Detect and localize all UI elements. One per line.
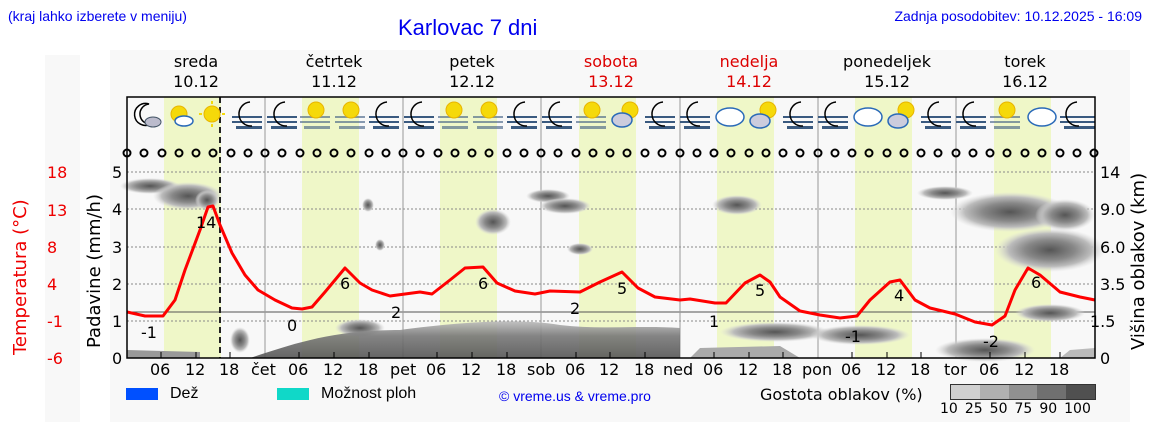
svg-text:-2: -2 [983, 332, 999, 351]
precip-tick: 5 [112, 163, 123, 182]
svg-text:6: 6 [478, 274, 488, 293]
cloud-height-tick: 3.5 [1100, 275, 1126, 294]
copyright-link[interactable]: © vreme.us & vreme.pro [499, 388, 651, 404]
legend-rain: Dež [126, 385, 198, 403]
svg-text:2: 2 [391, 303, 401, 322]
temp-axis-label: Temperatura (°C) [10, 199, 31, 355]
x-tick: tor [944, 360, 967, 379]
moon-cloud-icon [133, 102, 162, 128]
x-tick: 06 [150, 360, 171, 379]
cloud-height-tick: 0 [1100, 349, 1111, 368]
temp-labels: -1 14 0 6 2 6 2 5 1 5 -1 4 -2 6 [141, 213, 1041, 351]
region-hint: (kraj lahko izberete v meniju) [8, 8, 187, 24]
svg-text:2: 2 [570, 299, 580, 318]
cloud-height-tick: 9.0 [1100, 200, 1126, 219]
svg-text:6: 6 [1031, 273, 1041, 292]
rain-swatch [126, 388, 158, 400]
x-tick: 12 [461, 360, 482, 379]
x-tick: 18 [772, 360, 793, 379]
grid-lines [127, 171, 1095, 322]
plot-frame [126, 96, 1096, 359]
x-tick-marks [160, 352, 1061, 358]
day-header: torek 16.12 [1002, 52, 1048, 91]
sun-icon [199, 101, 225, 127]
svg-text:14: 14 [196, 213, 216, 232]
x-tick: 12 [1014, 360, 1035, 379]
x-tick: 18 [358, 360, 379, 379]
temp-tick: 13 [47, 201, 68, 220]
cloud-height-tick: 6.0 [1100, 238, 1126, 257]
precip-axis-label: Padavine (mm/h) [84, 194, 105, 348]
day-header: petek 12.12 [449, 52, 495, 91]
day-header: četrtek 11.12 [305, 52, 363, 91]
svg-text:-1: -1 [845, 327, 861, 346]
showers-swatch [277, 388, 309, 400]
temp-tick: 18 [47, 163, 68, 182]
temp-tick: -1 [47, 312, 63, 331]
precip-tick: 1 [112, 312, 123, 331]
temp-axis-panel [45, 55, 80, 422]
x-tick: 12 [185, 360, 206, 379]
x-tick: 12 [599, 360, 620, 379]
cloud-height-tick: 14 [1100, 163, 1121, 182]
cloud-density-ticks: 10 25 50 75 90 100 [940, 401, 1091, 417]
moon-fog-icon [238, 101, 1080, 127]
svg-text:5: 5 [617, 279, 627, 298]
weather-icon-row [133, 101, 1095, 129]
daylight-bands [164, 97, 1051, 358]
day-header: ponedeljek 15.12 [843, 52, 931, 91]
temp-tick: -6 [47, 349, 63, 368]
svg-text:6: 6 [340, 274, 350, 293]
day-header: nedelja 14.12 [719, 52, 779, 91]
cloud-height-axis-label: Višina oblakov (km) [1128, 172, 1149, 350]
x-tick: pon [802, 360, 833, 379]
x-tick: 18 [634, 360, 655, 379]
day-header: sobota 13.12 [583, 52, 639, 91]
x-tick: 06 [979, 360, 1000, 379]
temp-tick: 4 [47, 275, 58, 294]
precip-tick: 2 [112, 275, 123, 294]
x-tick: 12 [323, 360, 344, 379]
forecast-step-markers [122, 148, 1099, 158]
legend-showers: Možnost ploh [277, 385, 416, 403]
day-header: sreda 10.12 [173, 52, 219, 91]
precip-tick: 3 [112, 238, 123, 257]
x-tick: pet [390, 360, 417, 379]
x-tick: sob [527, 360, 556, 379]
x-tick: ned [663, 360, 694, 379]
precip-tick: 0 [112, 349, 123, 368]
last-update: Zadnja posodobitev: 10.12.2025 - 16:09 [894, 8, 1142, 24]
x-tick: 18 [219, 360, 240, 379]
x-tick: 18 [496, 360, 517, 379]
x-tick: 06 [426, 360, 447, 379]
cloud-density-layer [120, 178, 1105, 362]
sun-cloud-icon [170, 105, 194, 127]
temp-tick: 8 [47, 238, 58, 257]
x-tick: 06 [288, 360, 309, 379]
x-tick: 06 [703, 360, 724, 379]
precip-tick: 4 [112, 200, 123, 219]
svg-text:0: 0 [287, 316, 297, 335]
cloud-density-scale [950, 384, 1096, 400]
svg-text:4: 4 [894, 286, 904, 305]
x-tick: 18 [1049, 360, 1070, 379]
cloud-height-tick: 1.5 [1090, 312, 1116, 331]
x-tick: 12 [876, 360, 897, 379]
x-tick: čet [251, 360, 276, 379]
page-title: Karlovac 7 dni [398, 15, 538, 40]
cloud-density-label: Gostota oblakov (%) [760, 385, 923, 404]
x-tick: 06 [841, 360, 862, 379]
temperature-line [126, 204, 1096, 327]
x-tick: 06 [565, 360, 586, 379]
svg-text:-1: -1 [141, 323, 157, 342]
x-tick: 18 [910, 360, 931, 379]
svg-text:5: 5 [755, 281, 765, 300]
svg-text:1: 1 [709, 312, 719, 331]
cloud-icon [611, 107, 1057, 129]
x-tick: 12 [738, 360, 759, 379]
